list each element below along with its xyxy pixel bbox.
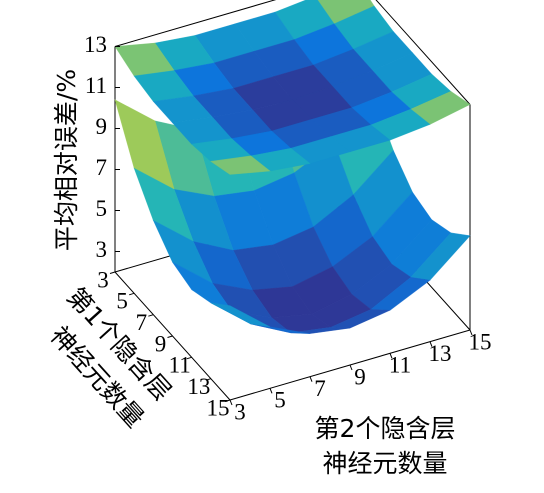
z-tick-label: 11 xyxy=(85,73,107,98)
y-tick-label: 11 xyxy=(389,353,411,378)
y-tick xyxy=(229,399,233,406)
x-tick-label: 11 xyxy=(169,353,191,378)
y-axis-label: 神经元数量 xyxy=(322,449,447,478)
x-tick xyxy=(148,314,154,317)
box-edge xyxy=(375,0,471,105)
box-edge xyxy=(114,0,277,47)
z-tick-label: 3 xyxy=(96,237,108,262)
x-tick xyxy=(129,292,135,296)
x-tick xyxy=(167,335,173,338)
surface-patch xyxy=(210,155,271,175)
z-tick-label: 9 xyxy=(96,114,108,139)
y-axis-label: 第2个隐含层 xyxy=(315,414,456,443)
z-tick-label: 7 xyxy=(96,155,108,180)
y-tick-label: 9 xyxy=(354,364,366,389)
y-tick xyxy=(469,329,473,336)
x-tick-label: 3 xyxy=(97,267,109,292)
y-tick xyxy=(269,388,273,394)
x-tick-label: 5 xyxy=(116,289,128,314)
x-tick-label: 15 xyxy=(207,395,230,420)
z-axis-label: 平均相对误差/% xyxy=(52,69,81,251)
surface-patch xyxy=(210,302,271,328)
y-tick-label: 15 xyxy=(469,329,492,354)
x-tick-label: 9 xyxy=(155,331,167,356)
y-tick-label: 3 xyxy=(234,399,246,424)
z-tick-label: 13 xyxy=(84,32,107,57)
x-tick xyxy=(109,271,116,274)
y-tick-label: 5 xyxy=(274,388,286,413)
x-tick-label: 13 xyxy=(187,374,210,399)
y-tick xyxy=(389,353,393,359)
y-tick-label: 13 xyxy=(429,341,452,366)
y-tick-label: 7 xyxy=(314,376,326,401)
y-tick xyxy=(349,364,353,371)
y-tick xyxy=(309,376,313,382)
x-tick-label: 7 xyxy=(136,310,148,335)
y-tick xyxy=(429,341,433,347)
x-tick xyxy=(186,356,192,360)
x-tick xyxy=(224,399,231,402)
x-tick xyxy=(205,378,211,381)
z-tick-label: 5 xyxy=(96,196,108,221)
